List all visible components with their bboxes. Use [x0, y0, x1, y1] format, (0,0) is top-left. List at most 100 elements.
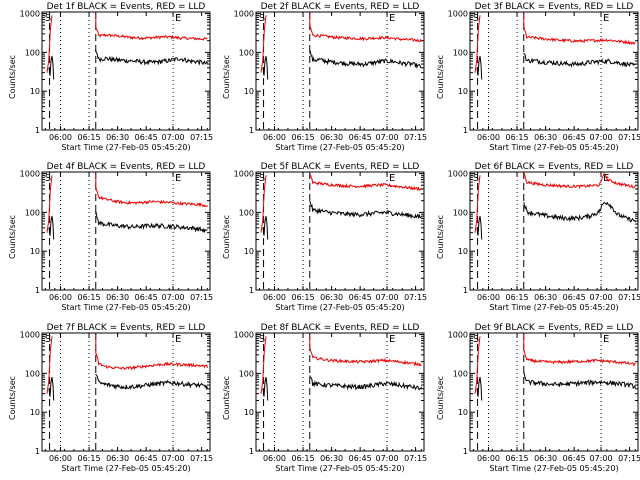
end-marker: E — [175, 173, 181, 184]
y-tick-label: 1 — [249, 126, 254, 135]
x-tick-label: 07:15 — [404, 293, 427, 302]
x-tick-label: 06:45 — [349, 293, 372, 302]
detector-panel: Det 4f BLACK = Events, RED = LLD 1 10 100 10… — [8, 162, 213, 312]
x-tick-label: 06:45 — [563, 133, 586, 142]
y-tick-label: 10 — [244, 247, 254, 256]
lld-series-ramp — [260, 175, 267, 233]
plot-frame — [469, 11, 639, 131]
x-tick-label: 06:30 — [106, 454, 129, 463]
x-axis-label: Start Time (27-Feb-05 05:45:20) — [275, 464, 404, 473]
x-tick-label: 06:30 — [534, 293, 557, 302]
lld-series — [309, 13, 422, 43]
events-series — [523, 372, 636, 390]
y-tick-label: 100 — [25, 369, 40, 378]
end-marker: E — [603, 173, 609, 184]
x-tick-label: 07:00 — [162, 293, 185, 302]
start-marker: S — [473, 334, 479, 345]
y-tick-label: 10 — [458, 87, 468, 96]
start-marker: S — [473, 13, 479, 24]
x-tick-label: 06:30 — [106, 133, 129, 142]
y-tick-label: 1 — [35, 447, 40, 456]
x-tick-label: 07:15 — [190, 454, 213, 463]
end-marker: E — [175, 13, 181, 24]
events-series-ramp — [262, 56, 269, 80]
x-tick-label: 06:45 — [349, 133, 372, 142]
end-marker: E — [389, 334, 395, 345]
x-axis-label: Start Time (27-Feb-05 05:45:20) — [61, 303, 190, 312]
x-tick-label: 07:15 — [618, 133, 640, 142]
y-tick-label: 1 — [35, 286, 40, 295]
x-tick-label: 06:00 — [49, 454, 72, 463]
x-tick-label: 06:15 — [78, 293, 101, 302]
y-axis-label: Counts/sec — [222, 215, 231, 259]
detector-panel: Det 7f BLACK = Events, RED = LLD 1 10 100 10… — [8, 323, 213, 473]
lld-series — [95, 173, 208, 208]
y-tick-label: 10 — [244, 408, 254, 417]
y-axis-label: Counts/sec — [8, 376, 17, 420]
detector-panel: Det 6f BLACK = Events, RED = LLD 1 10 100 10… — [436, 162, 640, 312]
y-axis-label: Counts/sec — [436, 215, 445, 259]
lld-series — [523, 334, 636, 368]
panel-title: Det 7f BLACK = Events, RED = LLD — [47, 323, 206, 333]
x-axis-label: Start Time (27-Feb-05 05:45:20) — [275, 143, 404, 152]
x-tick-label: 06:15 — [292, 133, 315, 142]
y-tick-label: 1 — [249, 286, 254, 295]
x-tick-label: 06:00 — [263, 293, 286, 302]
x-tick-label: 06:00 — [263, 133, 286, 142]
y-tick-label: 100 — [453, 208, 468, 217]
x-tick-label: 07:15 — [404, 133, 427, 142]
x-tick-label: 07:00 — [590, 454, 613, 463]
y-tick-label: 1 — [35, 126, 40, 135]
lld-series-ramp — [474, 175, 481, 233]
x-tick-label: 06:15 — [292, 454, 315, 463]
x-tick-label: 06:15 — [78, 454, 101, 463]
y-tick-label: 100 — [453, 48, 468, 57]
y-tick-label: 100 — [239, 208, 254, 217]
x-tick-label: 06:30 — [320, 293, 343, 302]
start-marker: S — [45, 173, 51, 184]
y-tick-label: 100 — [239, 369, 254, 378]
panel-title: Det 2f BLACK = Events, RED = LLD — [261, 2, 420, 12]
lld-series-ramp — [46, 15, 53, 73]
end-marker: E — [389, 173, 395, 184]
x-tick-label: 07:00 — [376, 133, 399, 142]
y-tick-label: 1000 — [234, 331, 254, 340]
events-series-ramp — [48, 216, 55, 240]
panel-title: Det 5f BLACK = Events, RED = LLD — [261, 162, 420, 172]
x-tick-label: 07:00 — [376, 454, 399, 463]
events-series — [95, 374, 208, 391]
x-tick-label: 06:15 — [78, 133, 101, 142]
lld-series-ramp — [46, 336, 53, 394]
y-tick-label: 1000 — [20, 10, 40, 19]
y-tick-label: 10 — [458, 247, 468, 256]
y-tick-label: 1 — [249, 447, 254, 456]
x-tick-label: 06:00 — [263, 454, 286, 463]
y-axis-label: Counts/sec — [436, 55, 445, 99]
x-tick-label: 06:45 — [135, 133, 158, 142]
x-tick-label: 06:15 — [506, 133, 529, 142]
events-series — [309, 50, 422, 70]
x-tick-label: 06:30 — [320, 133, 343, 142]
x-tick-label: 07:00 — [162, 454, 185, 463]
x-tick-label: 06:00 — [49, 293, 72, 302]
x-tick-label: 06:30 — [534, 454, 557, 463]
events-series — [95, 49, 208, 66]
start-marker: S — [45, 13, 51, 24]
x-tick-label: 06:30 — [534, 133, 557, 142]
x-tick-label: 06:30 — [320, 454, 343, 463]
y-tick-label: 1000 — [448, 10, 468, 19]
lld-series — [523, 172, 636, 190]
x-axis-label: Start Time (27-Feb-05 05:45:20) — [489, 143, 618, 152]
events-series — [309, 375, 422, 391]
events-series — [95, 211, 208, 234]
lld-series-ramp — [474, 336, 481, 394]
x-tick-label: 06:15 — [292, 293, 315, 302]
lld-series — [309, 334, 422, 367]
plot-frame — [255, 332, 425, 452]
x-tick-label: 06:30 — [106, 293, 129, 302]
events-series-ramp — [476, 216, 483, 240]
detector-panel: Det 8f BLACK = Events, RED = LLD 1 10 100 10… — [222, 323, 427, 473]
events-series-ramp — [48, 377, 55, 401]
y-tick-label: 1 — [463, 126, 468, 135]
lld-series-ramp — [260, 336, 267, 394]
